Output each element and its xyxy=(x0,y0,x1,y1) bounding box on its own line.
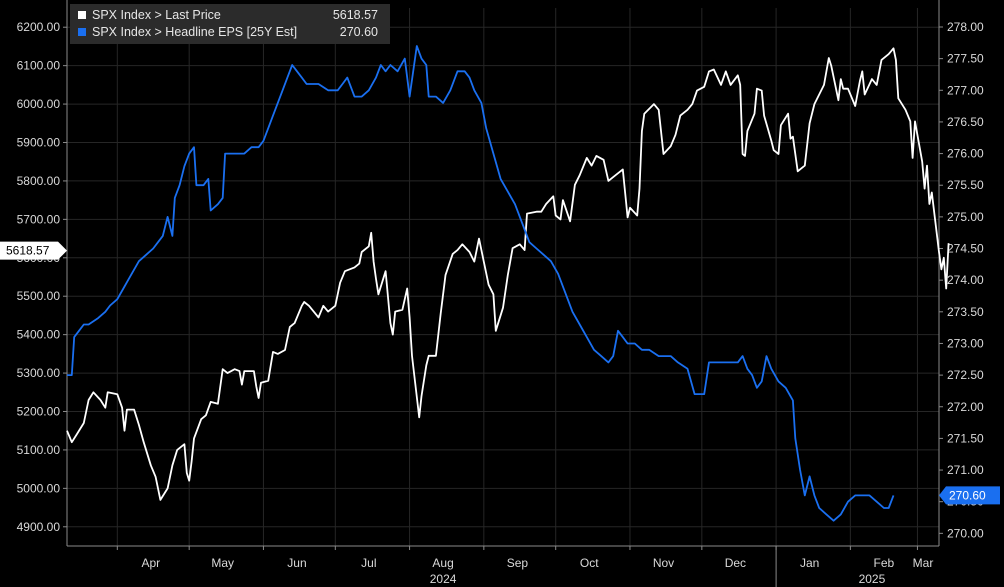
left-tick-label: 5800.00 xyxy=(17,174,61,188)
x-year-label: 2024 xyxy=(430,572,457,586)
right-tick-label: 270.00 xyxy=(947,526,984,540)
left-tick-label: 5400.00 xyxy=(17,328,61,342)
right-tick-label: 271.00 xyxy=(947,463,984,477)
legend: SPX Index > Last Price 5618.57 SPX Index… xyxy=(70,4,390,44)
right-tick-label: 271.50 xyxy=(947,431,984,445)
right-tick-label: 277.50 xyxy=(947,52,984,66)
left-tick-label: 6000.00 xyxy=(17,97,61,111)
eps-marker: 270.60 xyxy=(939,486,1000,505)
series-layer xyxy=(66,45,950,522)
legend-item-eps[interactable]: SPX Index > Headline EPS [25Y Est] 270.6… xyxy=(78,24,384,40)
x-tick-label: Mar xyxy=(913,556,934,570)
series-line-last-price xyxy=(66,47,950,501)
right-tick-label: 273.00 xyxy=(947,336,984,350)
x-tick-label: Jan xyxy=(800,556,819,570)
legend-value: 270.60 xyxy=(339,25,378,39)
eps-marker-label: 270.60 xyxy=(949,488,986,502)
right-tick-label: 276.50 xyxy=(947,115,984,129)
last-price-marker: 5618.57 xyxy=(0,241,67,260)
left-tick-label: 6200.00 xyxy=(17,20,61,34)
right-tick-label: 274.00 xyxy=(947,273,984,287)
x-tick-label: Nov xyxy=(653,556,674,570)
right-tick-label: 275.00 xyxy=(947,210,984,224)
left-tick-label: 5900.00 xyxy=(17,136,61,150)
x-tick-label: Jun xyxy=(287,556,306,570)
right-tick-label: 277.00 xyxy=(947,83,984,97)
right-tick-label: 276.00 xyxy=(947,147,984,161)
right-tick-label: 272.50 xyxy=(947,368,984,382)
x-tick-label: Apr xyxy=(142,556,161,570)
left-tick-label: 5500.00 xyxy=(17,289,61,303)
left-tick-label: 5300.00 xyxy=(17,366,61,380)
x-tick-label: Feb xyxy=(874,556,895,570)
legend-item-last-price[interactable]: SPX Index > Last Price 5618.57 xyxy=(78,7,384,23)
last-price-marker-label: 5618.57 xyxy=(6,244,50,258)
right-tick-label: 274.50 xyxy=(947,242,984,256)
left-tick-label: 5700.00 xyxy=(17,212,61,226)
x-tick-label: May xyxy=(211,556,234,570)
legend-swatch-white xyxy=(78,11,86,19)
right-tick-label: 272.00 xyxy=(947,400,984,414)
x-tick-label: Sep xyxy=(507,556,529,570)
series-line-eps xyxy=(67,45,895,522)
right-tick-label: 275.50 xyxy=(947,178,984,192)
x-tick-label: Oct xyxy=(580,556,599,570)
legend-swatch-blue xyxy=(78,28,86,36)
left-tick-label: 6100.00 xyxy=(17,59,61,73)
right-tick-label: 278.00 xyxy=(947,20,984,34)
legend-label: SPX Index > Headline EPS [25Y Est] xyxy=(92,25,298,39)
left-tick-label: 5200.00 xyxy=(17,405,61,419)
x-year-label: 2025 xyxy=(859,572,886,586)
legend-label: SPX Index > Last Price xyxy=(92,8,221,22)
left-tick-label: 4900.00 xyxy=(17,520,61,534)
left-tick-label: 5000.00 xyxy=(17,481,61,495)
plot-frame xyxy=(66,0,940,547)
legend-value: 5618.57 xyxy=(332,8,378,22)
x-tick-label: Aug xyxy=(432,556,453,570)
x-tick-label: Dec xyxy=(725,556,746,570)
x-axis: Apr May Jun Jul Aug Sep Oct Nov Dec Jan Feb Mar 2024… xyxy=(116,546,934,587)
right-tick-label: 273.50 xyxy=(947,305,984,319)
left-tick-label: 5100.00 xyxy=(17,443,61,457)
x-tick-label: Jul xyxy=(361,556,376,570)
